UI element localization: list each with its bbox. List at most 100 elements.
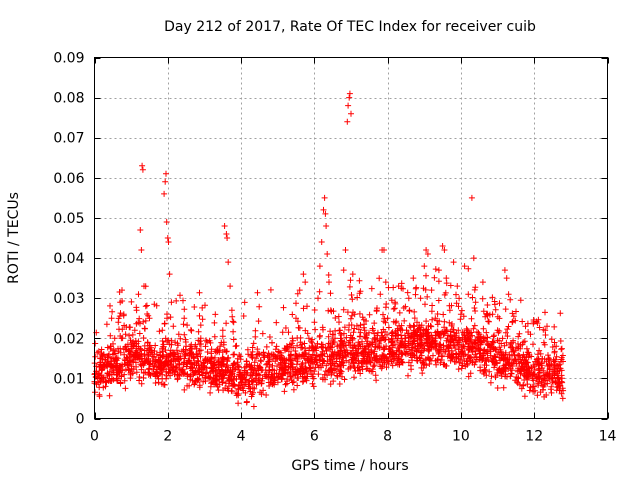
data-point: [294, 290, 301, 297]
data-point: [98, 367, 105, 374]
data-point: [359, 366, 366, 373]
data-point: [390, 356, 397, 363]
data-point: [505, 323, 512, 330]
data-point: [401, 317, 408, 324]
data-point: [490, 339, 497, 346]
data-point: [298, 353, 304, 360]
data-point: [199, 372, 206, 379]
data-point: [429, 302, 436, 309]
data-point: [528, 369, 535, 376]
data-point: [126, 367, 133, 374]
data-point: [319, 376, 326, 383]
data-point: [558, 356, 565, 363]
data-point: [498, 373, 505, 379]
data-point: [163, 355, 170, 362]
data-point: [521, 371, 528, 378]
data-point: [534, 351, 541, 358]
data-point: [138, 247, 145, 253]
data-point: [162, 347, 169, 354]
x-tick-label: 14: [599, 429, 617, 445]
data-point: [428, 287, 435, 294]
data-point: [252, 327, 259, 334]
data-point: [508, 370, 515, 377]
data-point: [207, 383, 214, 390]
y-tick-label: 0.05: [53, 211, 84, 227]
data-point: [502, 329, 509, 336]
data-point: [405, 372, 411, 379]
data-point: [544, 380, 551, 387]
data-point: [214, 383, 221, 390]
data-point: [388, 297, 395, 304]
data-point: [541, 393, 548, 400]
data-point: [152, 380, 159, 386]
data-point: [332, 327, 339, 334]
data-point: [342, 247, 349, 253]
data-point: [499, 335, 506, 342]
data-point: [249, 384, 256, 391]
data-point: [284, 344, 291, 350]
data-point: [138, 380, 145, 387]
data-point: [530, 388, 537, 395]
data-point: [449, 321, 455, 327]
data-point: [536, 369, 543, 376]
data-point: [292, 348, 299, 354]
data-point: [129, 331, 136, 338]
data-point: [486, 342, 493, 349]
data-point: [531, 363, 538, 370]
data-point: [341, 324, 348, 331]
data-point: [94, 349, 101, 356]
data-point: [155, 379, 162, 386]
data-point: [263, 343, 270, 350]
data-point: [329, 341, 336, 347]
data-point: [294, 318, 301, 325]
data-point: [146, 342, 153, 349]
data-point: [317, 332, 323, 339]
data-point: [423, 272, 429, 279]
data-point: [487, 343, 494, 350]
data-point: [492, 306, 499, 313]
data-point: [142, 317, 149, 324]
data-point: [557, 338, 564, 344]
data-point: [497, 346, 504, 353]
data-point: [107, 302, 113, 309]
data-point: [475, 346, 482, 353]
data-point: [435, 297, 442, 304]
data-point: [282, 325, 289, 331]
data-point: [374, 358, 381, 365]
data-point: [112, 350, 118, 357]
data-point: [228, 387, 235, 394]
data-point: [229, 313, 236, 320]
data-point: [159, 338, 166, 344]
data-point: [453, 291, 459, 298]
data-point: [455, 366, 462, 373]
data-point: [255, 350, 262, 357]
data-point: [266, 383, 273, 389]
data-point: [129, 370, 136, 377]
data-point: [518, 385, 525, 392]
data-point: [119, 287, 125, 294]
data-point: [346, 94, 353, 101]
data-point: [249, 348, 256, 355]
data-point: [350, 351, 357, 358]
data-point: [534, 392, 541, 399]
data-point: [346, 322, 353, 329]
data-point: [525, 374, 532, 381]
data-point: [494, 385, 501, 391]
data-point: [223, 320, 230, 327]
data-point: [177, 292, 183, 299]
data-point: [145, 355, 152, 362]
x-tick-label: 8: [383, 429, 392, 445]
data-point: [500, 384, 507, 391]
data-point: [357, 322, 364, 329]
data-point: [184, 322, 191, 329]
data-point: [366, 329, 372, 336]
data-point: [300, 305, 307, 312]
data-point: [355, 367, 362, 374]
data-point: [139, 166, 146, 173]
data-point: [509, 345, 516, 351]
data-point: [151, 362, 158, 369]
data-point: [490, 345, 497, 352]
data-point: [319, 360, 326, 367]
data-point: [346, 283, 353, 290]
data-point: [344, 309, 351, 316]
